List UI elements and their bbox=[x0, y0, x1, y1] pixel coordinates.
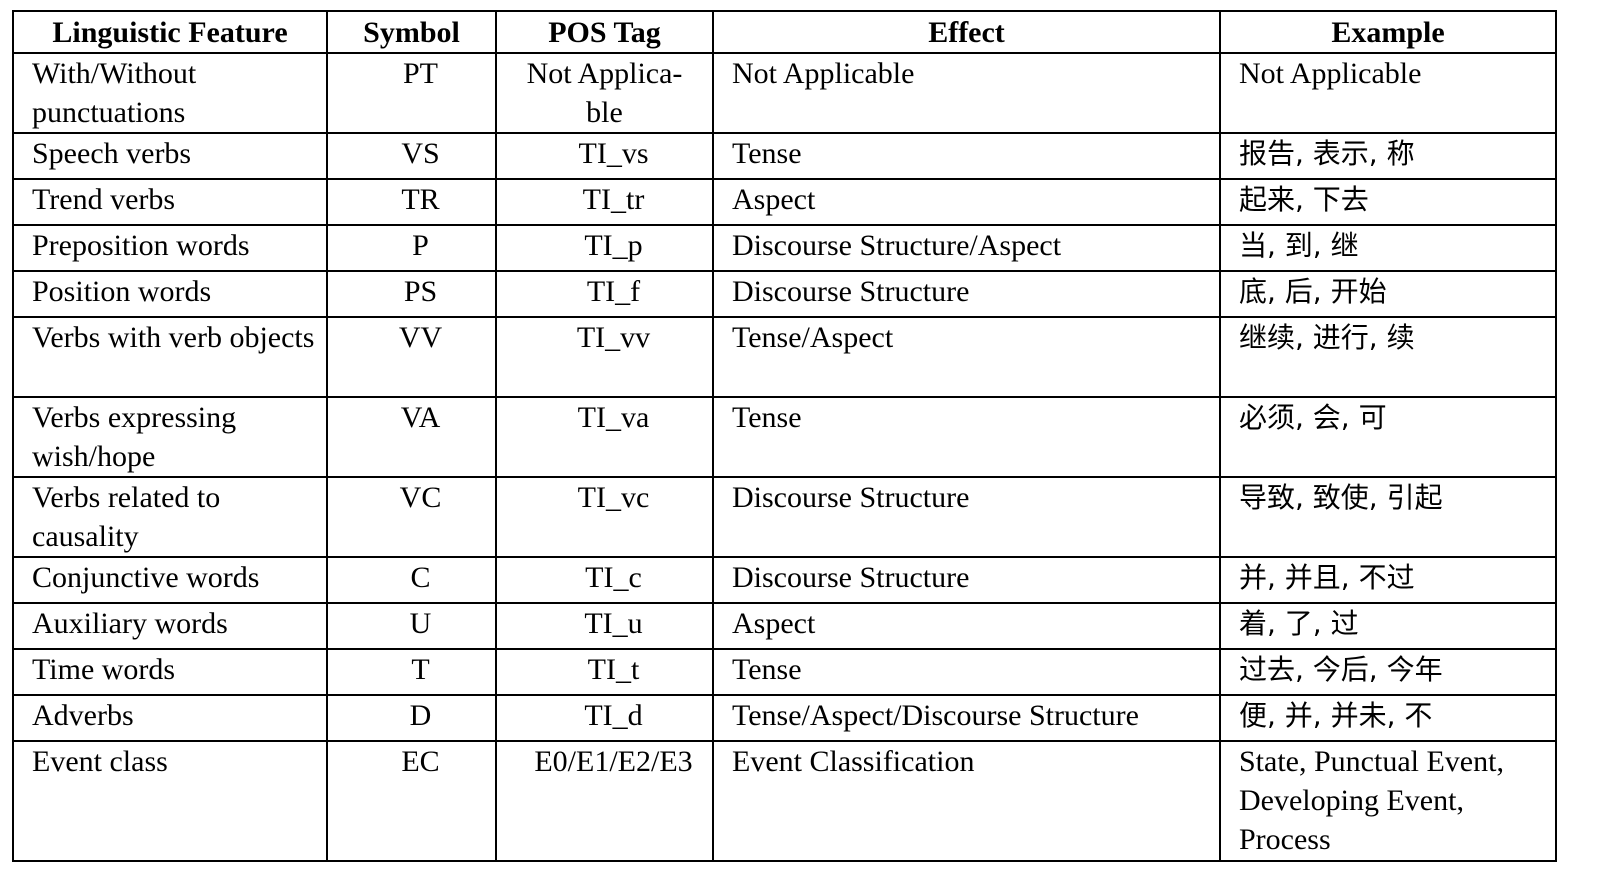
table-row: Verbs related to causality VC TI_vc Disc… bbox=[12, 476, 1557, 558]
example-cell: 便, 并, 并未, 不 bbox=[1219, 694, 1557, 742]
feature-cell: Verbs related to causality bbox=[12, 476, 328, 558]
effect-cell: Tense bbox=[712, 648, 1221, 696]
header-symbol: Symbol bbox=[326, 10, 497, 54]
table-row: Speech verbs VS TI_vs Tense 报告, 表示, 称 bbox=[12, 132, 1557, 180]
pos-tag-cell: TI_vc bbox=[495, 476, 714, 558]
table-row: Preposition words P TI_p Discourse Struc… bbox=[12, 224, 1557, 272]
table-row: Event class EC E0/E1/E2/E3 Event Classif… bbox=[12, 740, 1557, 862]
example-cell: 报告, 表示, 称 bbox=[1219, 132, 1557, 180]
pos-tag-cell: TI_p bbox=[495, 224, 714, 272]
effect-cell: Tense bbox=[712, 396, 1221, 478]
example-cell: 继续, 进行, 续 bbox=[1219, 316, 1557, 398]
pos-tag-cell: Not Applica-ble bbox=[495, 52, 714, 134]
table-row: With/Without punctuations PT Not Applica… bbox=[12, 52, 1557, 134]
feature-cell: Event class bbox=[12, 740, 328, 862]
effect-cell: Discourse Structure bbox=[712, 270, 1221, 318]
feature-cell: Verbs expressing wish/hope bbox=[12, 396, 328, 478]
feature-cell: Conjunctive words bbox=[12, 556, 328, 604]
symbol-cell: EC bbox=[326, 740, 497, 862]
pos-tag-cell: TI_c bbox=[495, 556, 714, 604]
example-cell: 起来, 下去 bbox=[1219, 178, 1557, 226]
symbol-cell: VA bbox=[326, 396, 497, 478]
example-cell: 着, 了, 过 bbox=[1219, 602, 1557, 650]
effect-cell: Discourse Structure bbox=[712, 556, 1221, 604]
feature-cell: Time words bbox=[12, 648, 328, 696]
linguistic-feature-table: Linguistic Feature Symbol POS Tag Effect… bbox=[12, 10, 1557, 862]
feature-cell: Position words bbox=[12, 270, 328, 318]
table-row: Trend verbs TR TI_tr Aspect 起来, 下去 bbox=[12, 178, 1557, 226]
table-row: Conjunctive words C TI_c Discourse Struc… bbox=[12, 556, 1557, 604]
symbol-cell: PT bbox=[326, 52, 497, 134]
symbol-cell: C bbox=[326, 556, 497, 604]
feature-cell: Preposition words bbox=[12, 224, 328, 272]
symbol-cell: U bbox=[326, 602, 497, 650]
table-row: Position words PS TI_f Discourse Structu… bbox=[12, 270, 1557, 318]
symbol-cell: VV bbox=[326, 316, 497, 398]
effect-cell: Event Classification bbox=[712, 740, 1221, 862]
effect-cell: Tense/Aspect/Discourse Structure bbox=[712, 694, 1221, 742]
table-row: Verbs expressing wish/hope VA TI_va Tens… bbox=[12, 396, 1557, 478]
example-cell: Not Applicable bbox=[1219, 52, 1557, 134]
effect-cell: Discourse Structure/Aspect bbox=[712, 224, 1221, 272]
header-effect: Effect bbox=[712, 10, 1221, 54]
pos-tag-cell: TI_tr bbox=[495, 178, 714, 226]
table-row: Time words T TI_t Tense 过去, 今后, 今年 bbox=[12, 648, 1557, 696]
effect-cell: Not Applicable bbox=[712, 52, 1221, 134]
feature-cell: Adverbs bbox=[12, 694, 328, 742]
table-row: Auxiliary words U TI_u Aspect 着, 了, 过 bbox=[12, 602, 1557, 650]
symbol-cell: D bbox=[326, 694, 497, 742]
example-cell: 并, 并且, 不过 bbox=[1219, 556, 1557, 604]
pos-tag-cell: TI_u bbox=[495, 602, 714, 650]
table-row: Adverbs D TI_d Tense/Aspect/Discourse St… bbox=[12, 694, 1557, 742]
feature-cell: Trend verbs bbox=[12, 178, 328, 226]
header-example: Example bbox=[1219, 10, 1557, 54]
pos-tag-cell: TI_vv bbox=[495, 316, 714, 398]
example-cell: 必须, 会, 可 bbox=[1219, 396, 1557, 478]
feature-cell: With/Without punctuations bbox=[12, 52, 328, 134]
effect-cell: Aspect bbox=[712, 602, 1221, 650]
example-cell: 导致, 致使, 引起 bbox=[1219, 476, 1557, 558]
feature-cell: Speech verbs bbox=[12, 132, 328, 180]
pos-tag-cell: TI_f bbox=[495, 270, 714, 318]
feature-cell: Verbs with verb objects bbox=[12, 316, 328, 398]
symbol-cell: TR bbox=[326, 178, 497, 226]
header-linguistic-feature: Linguistic Feature bbox=[12, 10, 328, 54]
effect-cell: Tense bbox=[712, 132, 1221, 180]
table-row: Verbs with verb objects VV TI_vv Tense/A… bbox=[12, 316, 1557, 398]
example-cell: 过去, 今后, 今年 bbox=[1219, 648, 1557, 696]
effect-cell: Tense/Aspect bbox=[712, 316, 1221, 398]
effect-cell: Discourse Structure bbox=[712, 476, 1221, 558]
symbol-cell: T bbox=[326, 648, 497, 696]
pos-tag-cell: TI_t bbox=[495, 648, 714, 696]
symbol-cell: VS bbox=[326, 132, 497, 180]
pos-tag-cell: TI_va bbox=[495, 396, 714, 478]
header-row: Linguistic Feature Symbol POS Tag Effect… bbox=[12, 10, 1557, 54]
pos-tag-cell: E0/E1/E2/E3 bbox=[495, 740, 714, 862]
effect-cell: Aspect bbox=[712, 178, 1221, 226]
header-pos-tag: POS Tag bbox=[495, 10, 714, 54]
pos-tag-cell: TI_d bbox=[495, 694, 714, 742]
symbol-cell: P bbox=[326, 224, 497, 272]
example-cell: State, Punctual Event, Developing Event,… bbox=[1219, 740, 1557, 862]
example-cell: 当, 到, 继 bbox=[1219, 224, 1557, 272]
example-cell: 底, 后, 开始 bbox=[1219, 270, 1557, 318]
pos-tag-cell: TI_vs bbox=[495, 132, 714, 180]
feature-cell: Auxiliary words bbox=[12, 602, 328, 650]
symbol-cell: PS bbox=[326, 270, 497, 318]
symbol-cell: VC bbox=[326, 476, 497, 558]
